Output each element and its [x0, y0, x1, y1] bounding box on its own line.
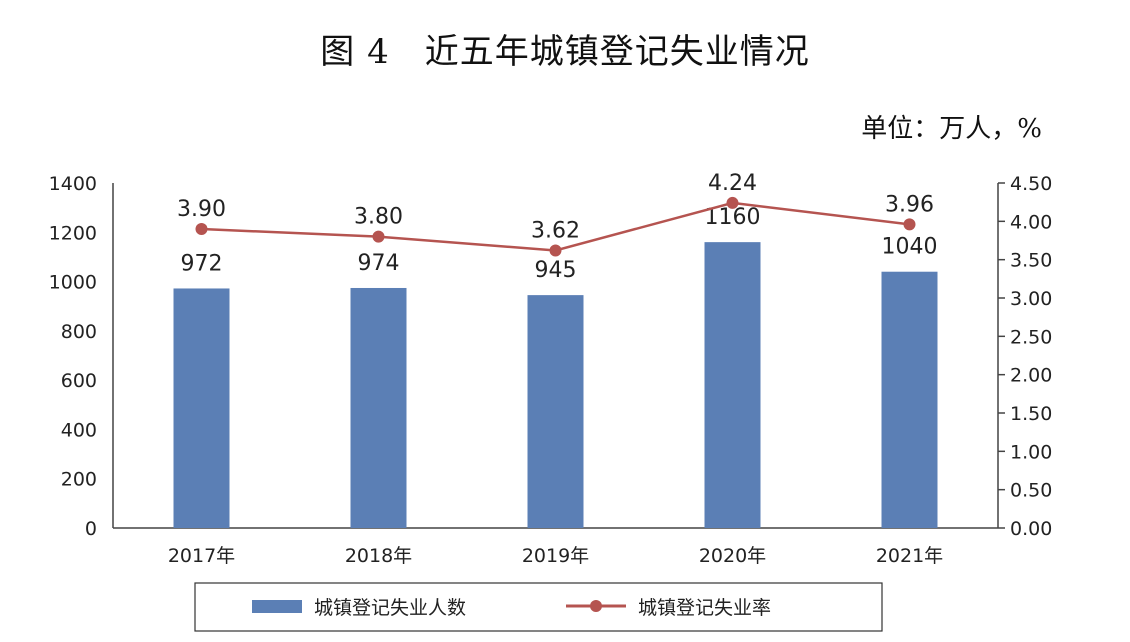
- right-tick-label: 4.50: [1010, 173, 1052, 195]
- right-tick-label: 0.00: [1010, 518, 1052, 540]
- legend-box: [194, 582, 883, 632]
- bar-value-label: 974: [358, 251, 400, 276]
- unit-label: 单位：万人，%: [861, 114, 1042, 144]
- x-tick-label: 2020年: [699, 545, 766, 567]
- rate-value-label: 3.62: [531, 218, 580, 243]
- rate-point: [549, 244, 562, 257]
- bar-value-label: 972: [181, 251, 223, 276]
- bar-value-label: 945: [535, 258, 577, 283]
- rate-value-label: 3.80: [354, 205, 403, 230]
- left-tick-label: 0: [85, 518, 97, 540]
- right-tick-label: 0.50: [1010, 480, 1052, 502]
- legend-line-label: 城镇登记失业率: [638, 597, 771, 619]
- legend-line-marker: [590, 600, 602, 612]
- right-tick-label: 4.00: [1010, 211, 1052, 233]
- right-tick-label: 3.50: [1010, 250, 1052, 272]
- x-tick-label: 2019年: [522, 545, 589, 567]
- bar-value-label: 1160: [705, 205, 761, 230]
- left-tick-label: 1200: [49, 222, 97, 244]
- right-tick-label: 3.00: [1010, 288, 1052, 310]
- left-tick-label: 200: [61, 469, 97, 491]
- bar: [704, 242, 761, 528]
- right-tick-label: 1.50: [1010, 403, 1052, 425]
- bar: [173, 288, 230, 528]
- rate-value-label: 3.96: [885, 192, 934, 217]
- legend-bar-label: 城镇登记失业人数: [314, 597, 466, 619]
- bar-value-label: 1040: [882, 235, 938, 260]
- rate-value-label: 3.90: [177, 197, 226, 222]
- rate-point: [726, 196, 739, 209]
- left-tick-label: 600: [61, 370, 97, 392]
- left-tick-label: 1400: [49, 173, 97, 195]
- left-tick-label: 400: [61, 419, 97, 441]
- rate-point: [372, 230, 385, 243]
- chart-title: 图 4 近五年城镇登记失业情况: [320, 32, 810, 72]
- x-tick-label: 2017年: [168, 545, 235, 567]
- x-tick-label: 2018年: [345, 545, 412, 567]
- right-tick-label: 1.00: [1010, 441, 1052, 463]
- right-tick-label: 2.50: [1010, 326, 1052, 348]
- left-tick-label: 1000: [49, 272, 97, 294]
- rate-value-label: 4.24: [708, 171, 757, 196]
- bar: [527, 295, 584, 528]
- rate-point: [903, 218, 916, 231]
- right-tick-label: 2.00: [1010, 365, 1052, 387]
- left-tick-label: 800: [61, 321, 97, 343]
- legend-bar-swatch: [252, 600, 302, 613]
- rate-point: [195, 223, 208, 235]
- x-tick-label: 2021年: [876, 545, 943, 567]
- bar: [350, 287, 407, 528]
- bar: [881, 271, 938, 528]
